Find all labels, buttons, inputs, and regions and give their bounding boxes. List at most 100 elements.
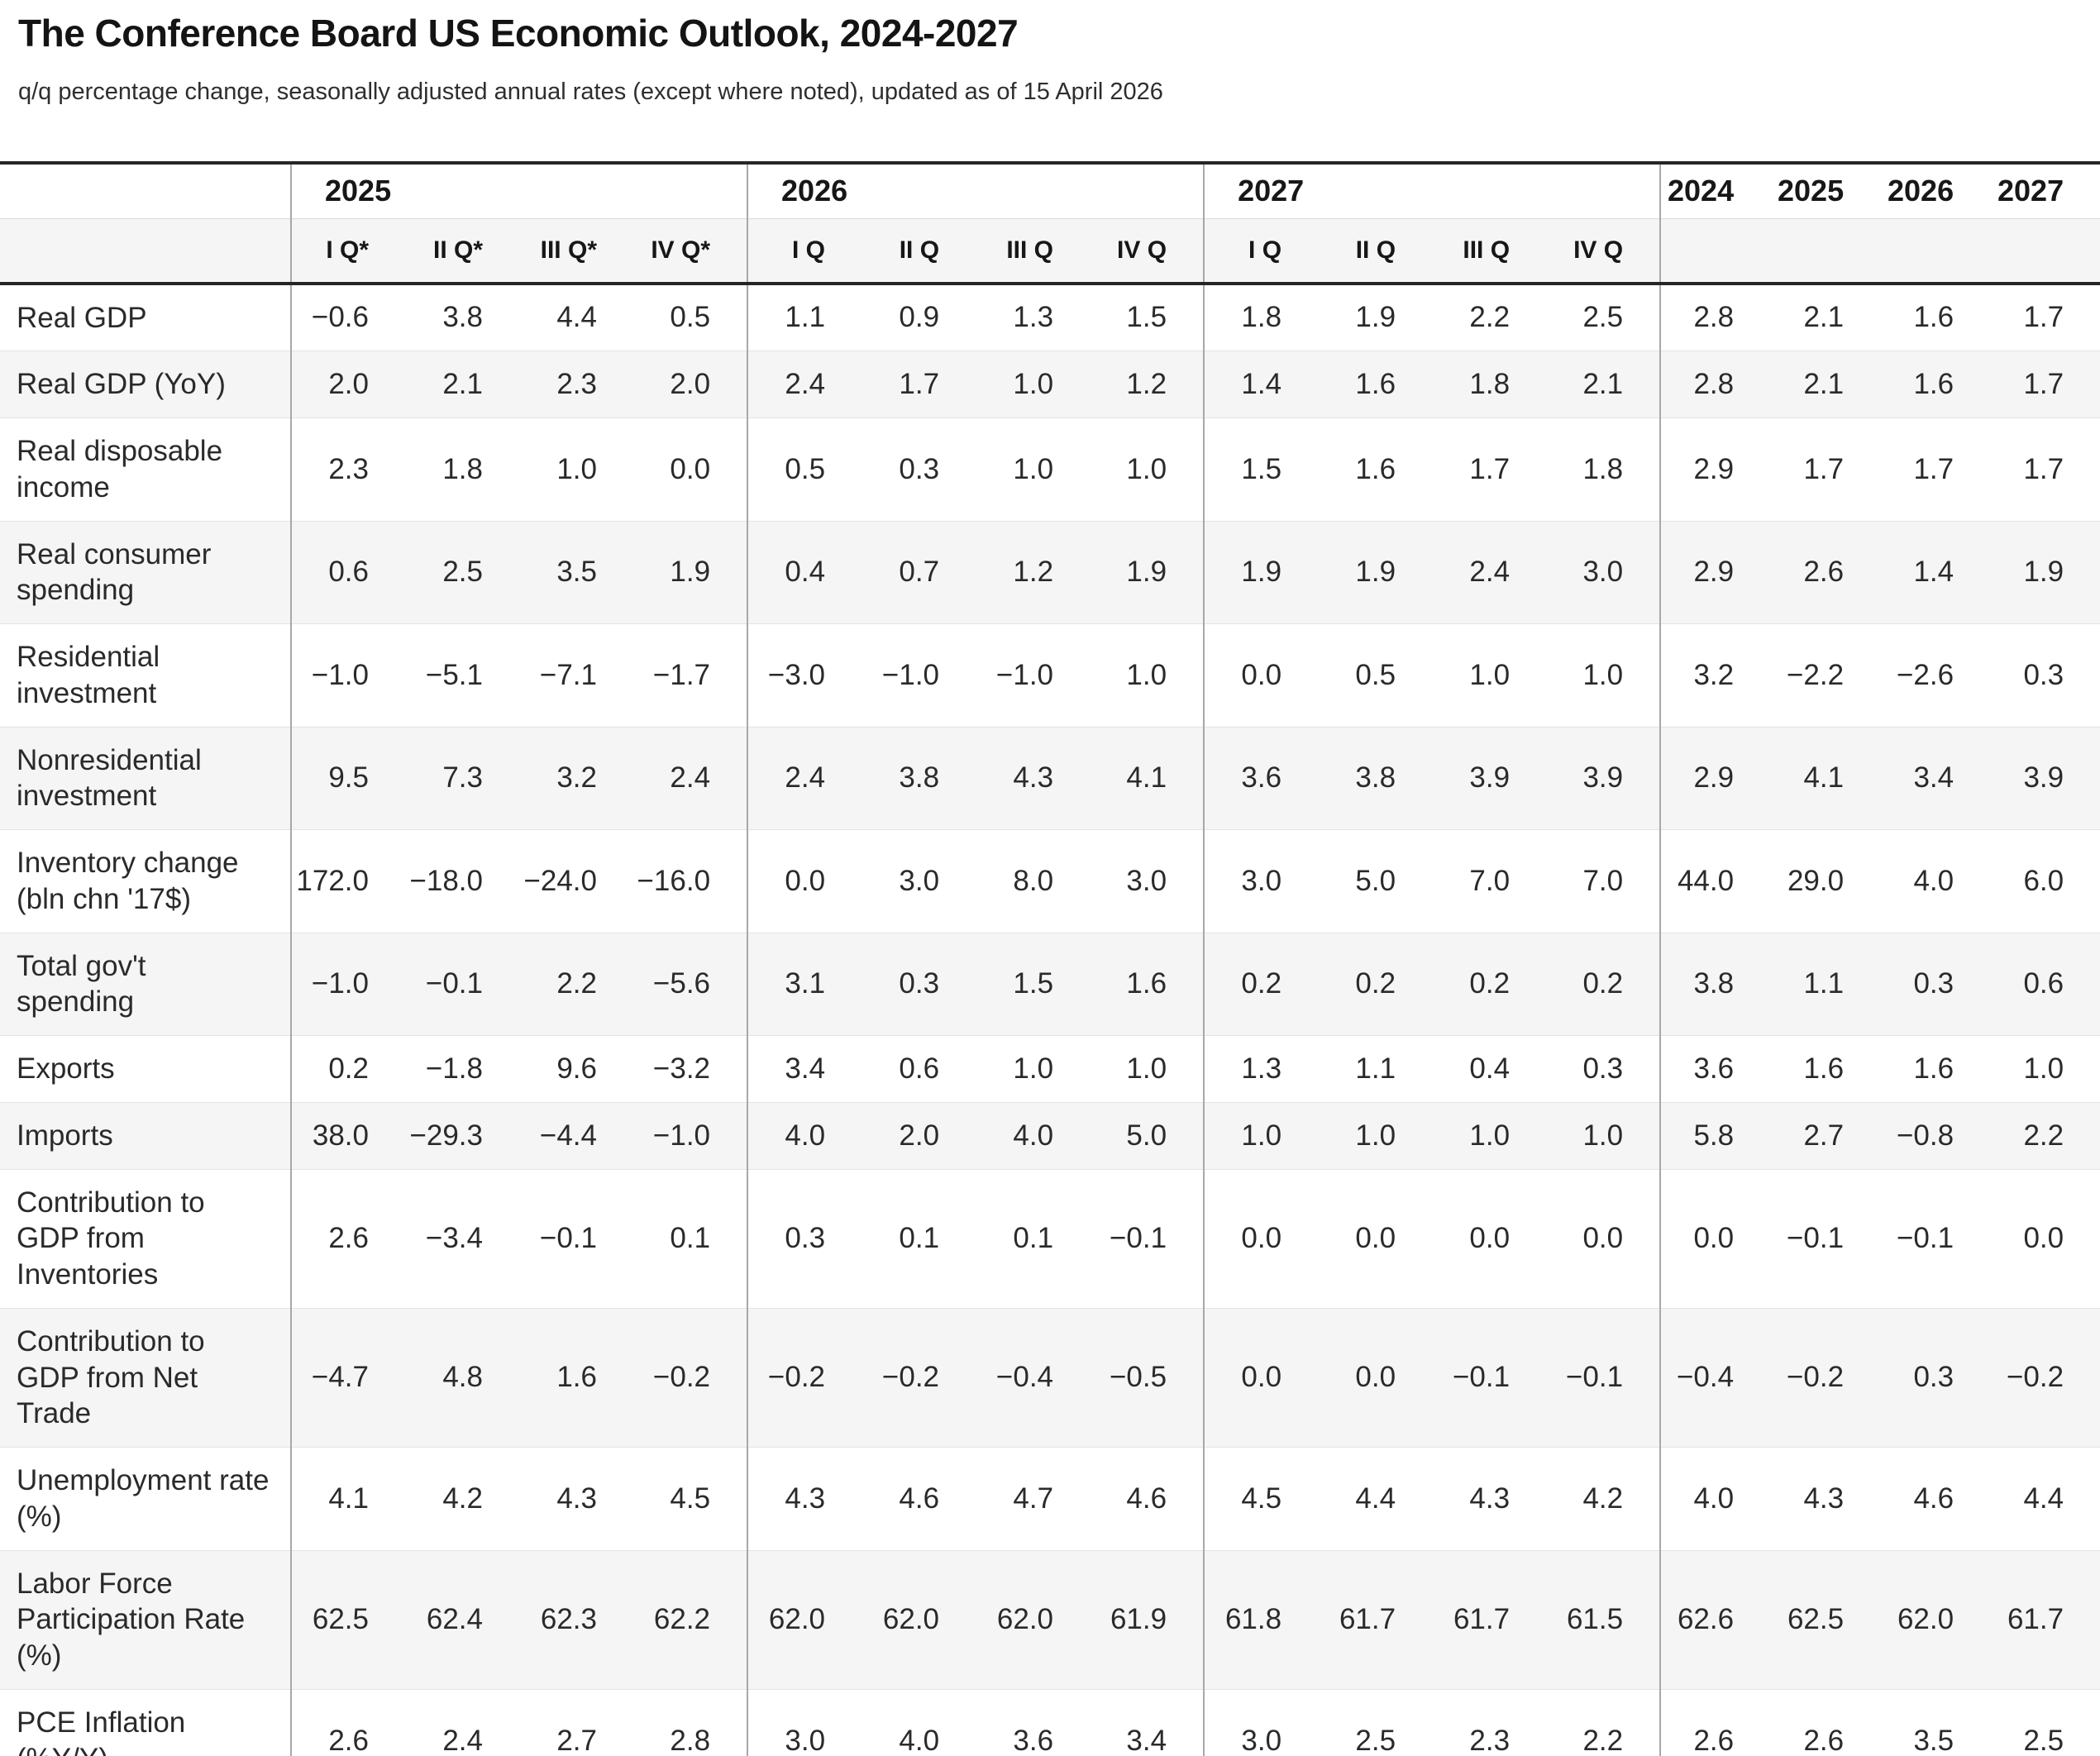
quarter-value-cell: 1.8 (1582, 452, 1624, 485)
row-label: Real disposable income (17, 435, 223, 503)
quarter-value-cell: 1.3 (1203, 1035, 1319, 1103)
annual-value-cell: 2.6 (1803, 556, 1845, 589)
quarter-value-cell: 1.5 (1126, 301, 1167, 334)
quarter-value-cell: 2.2 (1469, 301, 1511, 334)
quarter-value-cell: −24.0 (523, 864, 597, 897)
annual-value-cell: 3.2 (1659, 623, 1771, 728)
annual-value-cell: 3.8 (1659, 933, 1771, 1036)
quarter-value-cell: 2.3 (556, 368, 597, 401)
quarter-value-cell: 3.0 (1203, 829, 1319, 933)
quarter-value-cell: 1.1 (1355, 1052, 1396, 1085)
quarter-value-cell: 3.0 (899, 864, 940, 897)
quarter-value-cell: 2.4 (747, 351, 862, 418)
page-title: The Conference Board US Economic Outlook… (18, 12, 1019, 55)
quarter-value-cell: 0.4 (1469, 1052, 1511, 1085)
quarter-value-cell: 1.0 (1582, 1119, 1624, 1152)
quarter-column-header: I Q (747, 218, 862, 285)
annual-value-cell: 6.0 (2023, 864, 2064, 897)
quarter-value-cell: 61.7 (1453, 1603, 1511, 1636)
quarter-value-cell: 0.1 (670, 1222, 711, 1255)
annual-value-cell: 1.9 (2023, 556, 2064, 589)
quarter-value-cell: 1.3 (1013, 301, 1054, 334)
annual-value-cell: 2.7 (1803, 1119, 1845, 1152)
annual-value-cell: 1.7 (2023, 452, 2064, 485)
annual-value-cell: 1.6 (1803, 1052, 1845, 1085)
annual-value-cell: 1.7 (2023, 368, 2064, 401)
quarter-value-cell: 1.8 (1469, 368, 1511, 401)
table-row: Residential investment −1.0 −5.1 −7.1 −1.7 −3… (0, 623, 2100, 728)
quarter-value-cell: 4.5 (1203, 1447, 1319, 1551)
quarter-value-cell: 1.9 (1355, 556, 1396, 589)
annual-value-cell: 4.0 (1913, 864, 1954, 897)
quarter-value-cell: 62.3 (540, 1603, 597, 1636)
quarter-value-cell: 9.5 (290, 727, 405, 830)
annual-value-cell: −0.2 (1786, 1361, 1845, 1394)
annual-value-cell: 0.6 (2023, 967, 2064, 1000)
annual-value-cell: 4.0 (1659, 1447, 1771, 1551)
quarter-value-cell: 2.0 (899, 1119, 940, 1152)
quarter-value-cell: 1.6 (1126, 967, 1167, 1000)
quarter-value-cell: 0.2 (1355, 967, 1396, 1000)
quarter-value-cell: 4.0 (747, 1102, 862, 1170)
quarter-value-cell: −3.2 (652, 1052, 711, 1085)
row-label: Contribution to GDP from Inventories (17, 1186, 205, 1291)
quarter-value-cell: 3.5 (556, 556, 597, 589)
quarter-value-cell: −1.7 (652, 658, 711, 691)
annual-value-cell: −0.4 (1659, 1308, 1771, 1448)
quarter-value-cell: 1.0 (1013, 368, 1054, 401)
quarter-value-cell: 2.4 (442, 1724, 483, 1756)
quarter-value-cell: −3.0 (747, 623, 862, 728)
quarter-value-cell: −0.4 (995, 1361, 1054, 1394)
corner-cell (0, 218, 291, 285)
quarter-value-cell: 0.2 (1582, 967, 1624, 1000)
quarter-value-cell: 4.4 (556, 301, 597, 334)
quarter-value-cell: 5.0 (1355, 864, 1396, 897)
quarter-value-cell: 2.2 (556, 967, 597, 1000)
quarter-value-cell: −5.1 (425, 658, 483, 691)
quarter-value-cell: 4.3 (556, 1482, 597, 1515)
quarter-value-cell: 3.2 (556, 761, 597, 794)
quarter-value-cell: −0.2 (881, 1361, 940, 1394)
quarter-value-cell: 3.9 (1582, 761, 1624, 794)
corner-cell (0, 162, 291, 220)
annual-value-cell: 44.0 (1659, 829, 1771, 933)
table-header: The Conference Board US Economic Outlook… (0, 12, 2100, 108)
quarter-value-cell: 2.2 (1582, 1724, 1624, 1756)
quarter-value-cell: 1.9 (1355, 301, 1396, 334)
quarter-value-cell: 61.7 (1339, 1603, 1396, 1636)
quarter-column-header: I Q (1203, 218, 1319, 285)
quarter-value-cell: 4.4 (1355, 1482, 1396, 1515)
quarter-value-cell: −29.3 (409, 1119, 483, 1152)
quarter-value-cell: 7.3 (442, 761, 483, 794)
row-label: Real GDP (YoY) (17, 368, 226, 401)
quarter-value-cell: 4.7 (1013, 1482, 1054, 1515)
quarter-value-cell: −7.1 (539, 658, 597, 691)
quarter-value-cell: 0.1 (899, 1222, 940, 1255)
annual-value-cell: −0.8 (1896, 1119, 1954, 1152)
quarter-value-cell: 1.0 (556, 452, 597, 485)
quarter-column-header: IV Q* (633, 218, 748, 285)
quarter-column-header: III Q (1432, 218, 1547, 285)
row-label: Contribution to GDP from Net Trade (17, 1324, 205, 1430)
annual-value-cell: 1.1 (1803, 967, 1845, 1000)
quarter-value-cell: 1.9 (1203, 521, 1319, 624)
quarter-value-cell: 0.6 (899, 1052, 940, 1085)
row-label: Residential investment (17, 641, 160, 709)
annual-empty-header (1880, 218, 1991, 285)
quarter-value-cell: 1.7 (899, 368, 940, 401)
quarter-value-cell: 0.2 (290, 1035, 405, 1103)
annual-value-cell: 1.7 (1913, 452, 1954, 485)
quarter-column-header: III Q (976, 218, 1091, 285)
quarter-value-cell: −1.0 (290, 933, 405, 1036)
quarter-value-cell: 3.0 (1126, 864, 1167, 897)
annual-value-cell: 0.0 (2023, 1222, 2064, 1255)
annual-value-cell: 0.3 (1913, 967, 1954, 1000)
quarter-value-cell: 3.1 (747, 933, 862, 1036)
quarter-value-cell: 0.0 (1355, 1361, 1396, 1394)
quarter-value-cell: 3.8 (1355, 761, 1396, 794)
annual-empty-header (1659, 218, 1771, 285)
quarter-value-cell: 62.0 (882, 1603, 940, 1636)
annual-value-cell: −0.2 (2006, 1361, 2064, 1394)
quarter-value-cell: −4.4 (539, 1119, 597, 1152)
